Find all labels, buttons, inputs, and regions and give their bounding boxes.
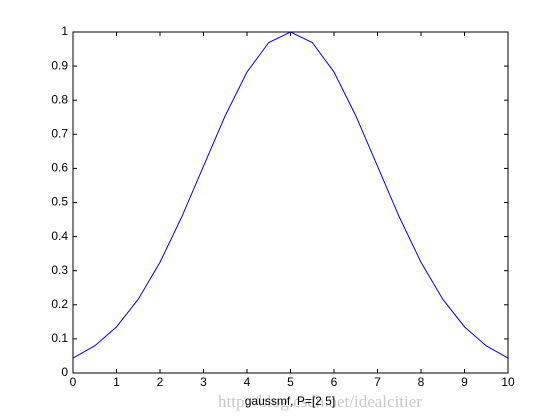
- y-tick-label: 0.5: [51, 195, 68, 209]
- x-tick-label: 9: [461, 375, 468, 389]
- y-tick-label: 0.6: [51, 161, 68, 175]
- x-tick-label: 10: [501, 375, 515, 389]
- y-tick-label: 0.4: [51, 229, 68, 243]
- plot-box: [72, 31, 509, 374]
- y-tick-label: 0.8: [51, 92, 68, 106]
- x-axis-label: gaussmf, P=[2 5]: [245, 394, 335, 408]
- y-tick-label: 0: [61, 365, 68, 379]
- y-tick-label: 0.9: [51, 58, 68, 72]
- x-tick-label: 5: [287, 375, 294, 389]
- y-tick-label: 0.2: [51, 297, 68, 311]
- x-tick-label: 3: [200, 375, 207, 389]
- x-tick-label: 8: [418, 375, 425, 389]
- x-tick-label: 1: [113, 375, 120, 389]
- y-tick-label: 0.1: [51, 331, 68, 345]
- y-tick-label: 0.7: [51, 126, 68, 140]
- line-series: [72, 31, 509, 359]
- x-tick-label: 7: [374, 375, 381, 389]
- x-tick-label: 0: [70, 375, 77, 389]
- y-tick-label: 0.3: [51, 263, 68, 277]
- y-tick-label: 1: [61, 24, 68, 38]
- x-tick-label: 2: [157, 375, 164, 389]
- x-tick-label: 6: [331, 375, 338, 389]
- watermark: http://blog.csdn.net/idealcitier: [218, 392, 422, 411]
- x-tick-label: 4: [244, 375, 251, 389]
